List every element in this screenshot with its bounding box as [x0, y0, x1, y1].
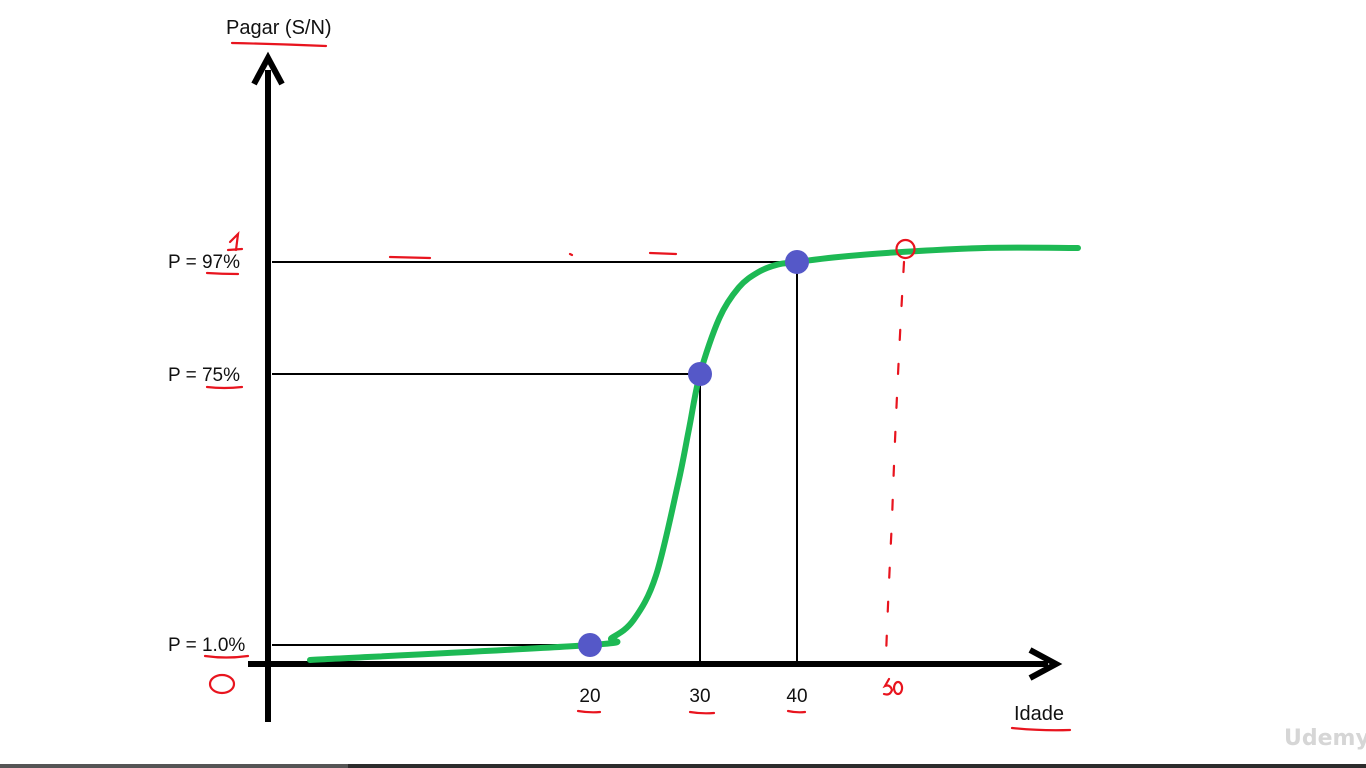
- y-tick-label: P = 75%: [168, 365, 240, 386]
- underline-20: [576, 709, 602, 714]
- underline-30: [688, 710, 716, 715]
- data-points: [578, 250, 809, 657]
- y-tick-labels: P = 1.0% P = 75% P = 97%: [168, 252, 245, 656]
- data-point: [785, 250, 809, 274]
- sigmoid-curve: [307, 244, 1081, 663]
- underline-40: [786, 709, 807, 714]
- x-tick-label: 20: [579, 686, 600, 707]
- underline-y-title: [230, 41, 328, 48]
- underline-75: [205, 385, 244, 390]
- data-point: [578, 633, 602, 657]
- underline-97: [205, 271, 240, 276]
- axes: [248, 51, 1063, 722]
- dash-mark: [568, 252, 574, 257]
- x-axis-title: Idade: [1014, 703, 1064, 725]
- x-tick-label: 30: [689, 686, 710, 707]
- video-progress-fill: [0, 764, 349, 768]
- x-axis-arrowhead: [1028, 647, 1063, 681]
- y-axis-arrowhead: [251, 51, 285, 86]
- y-axis-title: Pagar (S/N): [226, 17, 332, 39]
- handwritten-fifty-mark: [882, 677, 904, 696]
- guide-lines: [272, 261, 798, 664]
- x-tick-label: 40: [786, 686, 807, 707]
- x-tick-labels: 20 30 40: [579, 686, 807, 707]
- handwritten-one-mark: [226, 230, 244, 252]
- underline-idade: [1010, 726, 1072, 732]
- underline-1: [203, 654, 250, 659]
- video-progress-bar[interactable]: [0, 764, 1366, 768]
- dashed-vertical-line: [884, 260, 906, 658]
- y-tick-label: P = 97%: [168, 252, 240, 273]
- udemy-watermark: Udemy: [1284, 726, 1366, 751]
- handwritten-zero-mark: [208, 673, 236, 695]
- handwritten-annotations: [203, 41, 1072, 732]
- data-point: [688, 362, 712, 386]
- dash-mark: [388, 255, 432, 260]
- circle-mark: [895, 238, 916, 260]
- dash-mark: [648, 251, 678, 256]
- y-tick-label: P = 1.0%: [168, 635, 245, 656]
